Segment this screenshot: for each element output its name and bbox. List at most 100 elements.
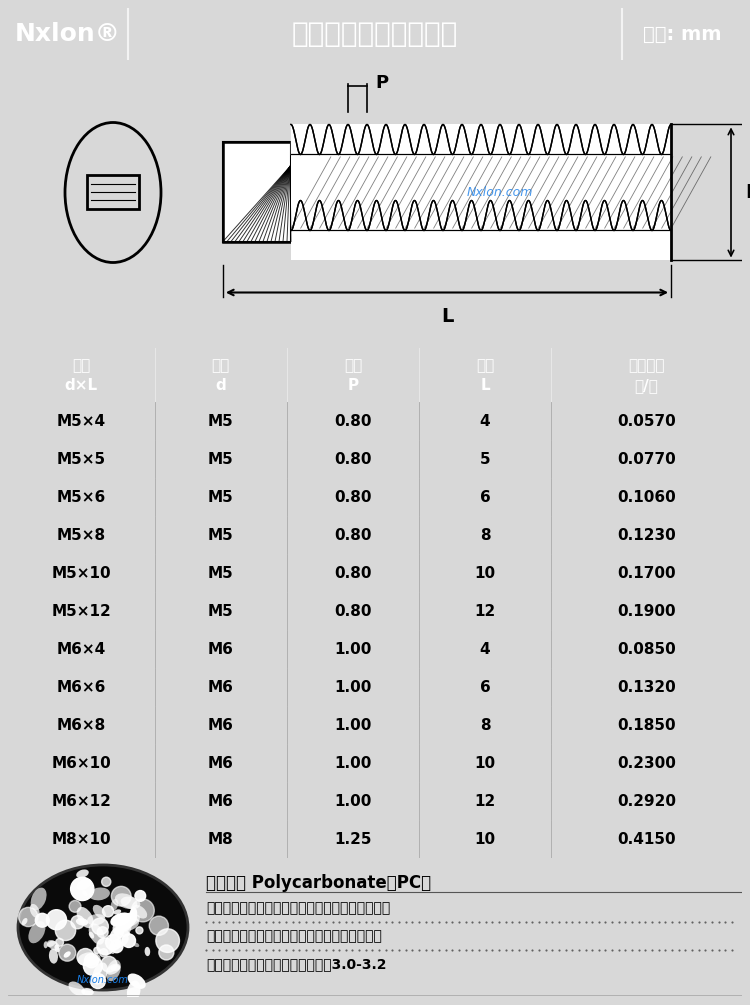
Text: 12: 12	[475, 603, 496, 618]
Text: 1.25: 1.25	[334, 831, 372, 846]
Ellipse shape	[115, 893, 137, 909]
Bar	[223, 143, 291, 242]
Ellipse shape	[49, 949, 58, 964]
Text: 4: 4	[480, 641, 490, 656]
Circle shape	[46, 910, 67, 930]
Ellipse shape	[18, 865, 188, 990]
Ellipse shape	[47, 940, 60, 951]
Ellipse shape	[30, 903, 40, 918]
Ellipse shape	[76, 907, 94, 928]
Text: Nxlon®: Nxlon®	[15, 22, 121, 46]
Ellipse shape	[119, 930, 130, 937]
Ellipse shape	[88, 887, 110, 900]
Text: 1.00: 1.00	[334, 641, 372, 656]
Text: M5: M5	[208, 603, 234, 618]
Text: 0.0770: 0.0770	[617, 451, 676, 466]
Circle shape	[136, 927, 143, 934]
Text: M5×4: M5×4	[57, 413, 106, 428]
Circle shape	[135, 890, 146, 901]
Circle shape	[106, 935, 121, 950]
Text: 4: 4	[480, 413, 490, 428]
Text: 力学性能：强度高、耗疲劳性、耗磨、尺寸稳定: 力学性能：强度高、耗疲劳性、耗磨、尺寸稳定	[206, 929, 382, 943]
Circle shape	[149, 917, 169, 936]
Text: 1.00: 1.00	[334, 718, 372, 733]
Ellipse shape	[120, 921, 131, 937]
Circle shape	[19, 908, 38, 927]
Circle shape	[71, 916, 84, 929]
Text: 0.80: 0.80	[334, 451, 372, 466]
Text: 10: 10	[475, 756, 496, 771]
Ellipse shape	[76, 878, 92, 890]
Text: M6×10: M6×10	[52, 756, 111, 771]
Text: M6×4: M6×4	[57, 641, 106, 656]
Circle shape	[69, 900, 81, 913]
Circle shape	[131, 899, 154, 922]
Text: M5: M5	[208, 528, 234, 543]
Ellipse shape	[77, 952, 101, 966]
Text: 10: 10	[475, 566, 496, 581]
Text: M8: M8	[208, 831, 234, 846]
Text: 0.2300: 0.2300	[617, 756, 676, 771]
Text: M6: M6	[208, 679, 234, 694]
Ellipse shape	[31, 887, 46, 911]
Text: M6×8: M6×8	[57, 718, 106, 733]
Circle shape	[56, 921, 76, 941]
Ellipse shape	[106, 964, 120, 975]
Text: M6×12: M6×12	[52, 794, 111, 808]
Ellipse shape	[115, 935, 129, 948]
Text: M6: M6	[208, 718, 234, 733]
Text: D: D	[745, 183, 750, 202]
Ellipse shape	[121, 896, 140, 910]
Text: M5: M5	[208, 489, 234, 505]
Text: 1.00: 1.00	[334, 794, 372, 808]
Ellipse shape	[145, 947, 150, 956]
Bar	[291, 125, 671, 260]
Text: 单位: mm: 单位: mm	[643, 24, 722, 43]
Text: 5: 5	[480, 451, 490, 466]
Text: 螺长: 螺长	[476, 358, 494, 373]
Circle shape	[97, 938, 114, 955]
Text: L: L	[441, 307, 453, 326]
Ellipse shape	[76, 869, 88, 878]
Text: 0.1850: 0.1850	[617, 718, 676, 733]
Ellipse shape	[110, 926, 125, 942]
Circle shape	[70, 877, 94, 900]
Ellipse shape	[28, 922, 46, 944]
Text: 0.80: 0.80	[334, 413, 372, 428]
Ellipse shape	[116, 917, 139, 932]
Circle shape	[159, 945, 174, 960]
Ellipse shape	[127, 981, 140, 1002]
Ellipse shape	[87, 914, 106, 926]
Ellipse shape	[76, 918, 88, 926]
Ellipse shape	[123, 925, 130, 932]
Ellipse shape	[81, 988, 94, 996]
Ellipse shape	[93, 904, 106, 919]
Circle shape	[156, 929, 179, 953]
Text: 1.00: 1.00	[334, 679, 372, 694]
Text: P: P	[375, 73, 388, 91]
Text: 6: 6	[480, 679, 490, 694]
Text: M5×8: M5×8	[57, 528, 106, 543]
Circle shape	[122, 934, 136, 948]
Text: 8: 8	[480, 718, 490, 733]
Ellipse shape	[92, 963, 108, 985]
Text: 规格: 规格	[72, 358, 91, 373]
Text: 0.2920: 0.2920	[617, 794, 676, 808]
Circle shape	[100, 949, 108, 957]
Circle shape	[111, 886, 131, 907]
Circle shape	[91, 974, 106, 989]
Circle shape	[101, 877, 111, 886]
Ellipse shape	[55, 945, 59, 953]
Text: M6: M6	[208, 794, 234, 808]
Text: d×L: d×L	[64, 378, 98, 393]
Circle shape	[101, 957, 117, 972]
Text: M6: M6	[208, 756, 234, 771]
Ellipse shape	[109, 943, 115, 954]
Ellipse shape	[44, 942, 48, 949]
Circle shape	[103, 906, 114, 917]
Ellipse shape	[88, 924, 104, 945]
Text: P: P	[347, 378, 358, 393]
Ellipse shape	[132, 904, 147, 919]
Ellipse shape	[82, 890, 88, 896]
Ellipse shape	[64, 952, 70, 958]
